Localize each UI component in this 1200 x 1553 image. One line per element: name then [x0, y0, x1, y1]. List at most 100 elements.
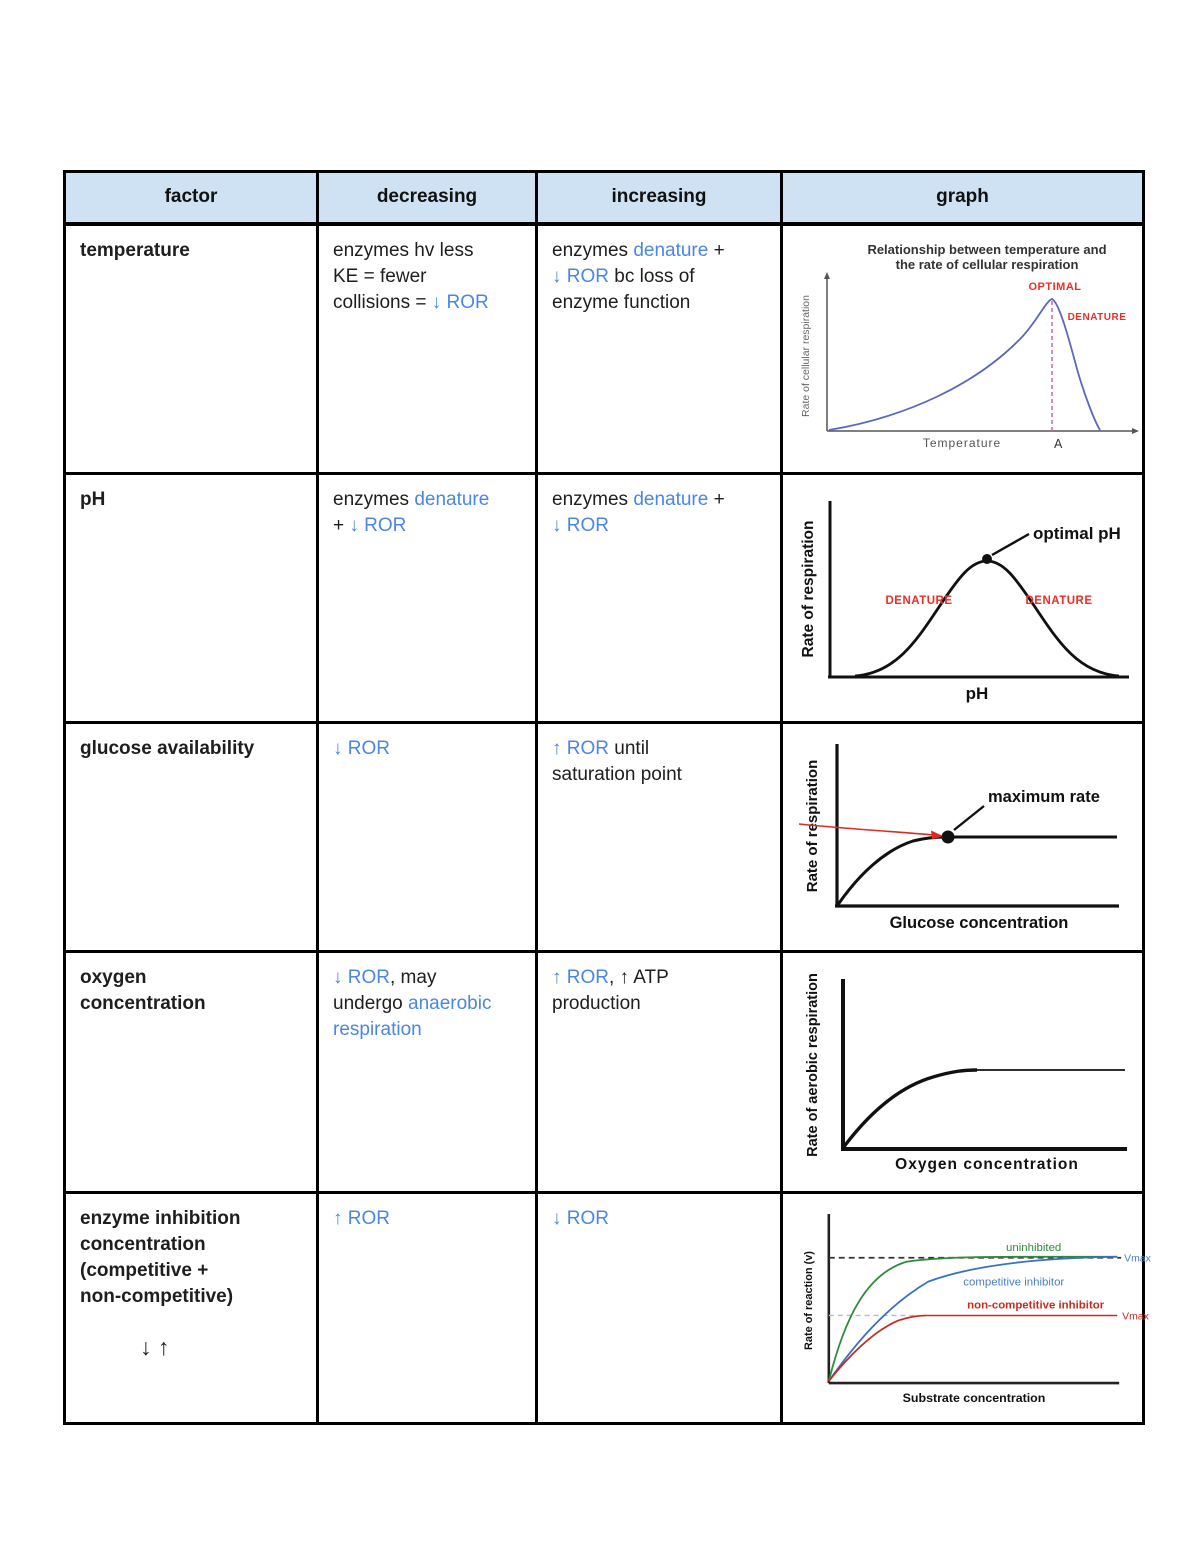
arrows-note: ↓ ↑: [140, 1334, 170, 1360]
optimal-ph-label: optimal pH: [1033, 524, 1121, 543]
text-segment: , ↑ ATP production: [552, 966, 669, 1014]
x-marker-a: A: [1054, 437, 1063, 451]
factors-table: factor decreasing increasing graph tempe…: [63, 170, 1151, 1425]
header-row: factor decreasing increasing graph: [63, 170, 1145, 226]
factor-oxygen: oxygen concentration: [63, 949, 319, 1194]
ph-graph-xlabel: pH: [966, 684, 989, 703]
inhibitor-graph-cell: Rate of reaction (v) uninhibited competi…: [780, 1190, 1151, 1425]
optimal-annotation: OPTIMAL: [1029, 281, 1082, 293]
text-segment: until saturation point: [552, 737, 682, 785]
temperature-graph-title-line1: Relationship between temperature and: [867, 242, 1106, 257]
temperature-graph-title-line2: the rate of cellular respiration: [896, 257, 1079, 272]
temperature-decreasing-text: enzymes hv less KE = fewer collisions = …: [316, 222, 538, 475]
vmax-bottom-label: Vmax: [1122, 1311, 1149, 1322]
red-arrow-head: [931, 830, 943, 839]
text-segment: +: [713, 488, 725, 510]
oxygen-increasing-text: ↑ ROR, ↑ ATP production: [535, 949, 783, 1194]
factor-enzyme-inhibition: enzyme inhibition concentration (competi…: [63, 1190, 319, 1425]
text-segment: enzymes: [333, 488, 415, 510]
table-row: enzyme inhibition concentration (competi…: [63, 1190, 1151, 1425]
oxygen-graph-cell: Rate of aerobic respiration Oxygen conce…: [780, 949, 1145, 1194]
table-row: temperature enzymes hv less KE = fewer c…: [63, 222, 1145, 475]
saturation-point: [941, 830, 955, 843]
glucose-graph: Rate of respiration maximum rate Glucose…: [798, 743, 1119, 932]
text-segment: ↓ ROR: [333, 966, 390, 988]
inhibitor-graph: Rate of reaction (v) uninhibited competi…: [803, 1213, 1151, 1404]
glucose-curve: [835, 835, 946, 907]
text-segment: ↑ ROR: [552, 966, 609, 988]
oxygen-graph-xlabel: Oxygen concentration: [895, 1156, 1079, 1173]
denature-right-annotation: DENATURE: [1025, 595, 1092, 607]
pointer-line: [991, 532, 1030, 556]
ph-graph-cell: Rate of respiration optimal pH DENATURE …: [780, 471, 1145, 724]
x-axis-arrow: [1132, 427, 1139, 434]
text-segment: bc loss of enzyme function: [552, 265, 695, 313]
temperature-curve: [828, 297, 1101, 431]
noncompetitive-label: non-competitive inhibitor: [967, 1299, 1105, 1311]
vmax-top-label: Vmax: [1124, 1253, 1151, 1264]
noncompetitive-curve: [828, 1314, 927, 1382]
temperature-graph-cell: Relationship between temperature and the…: [780, 222, 1145, 475]
oxygen-decreasing-text: ↓ ROR, may undergo anaerobic respiration: [316, 949, 538, 1194]
glucose-increasing-text: ↑ ROR until saturation point: [535, 720, 783, 953]
competitive-label: competitive inhibitor: [963, 1276, 1064, 1288]
text-segment: ↑ ROR: [333, 1207, 390, 1229]
factor-temperature: temperature: [63, 222, 319, 475]
text-segment: enzymes: [552, 239, 634, 261]
ph-increasing-text: enzymes denature + ↓ ROR: [535, 471, 783, 724]
y-axis-arrow: [824, 271, 830, 279]
text-segment: ↓ ROR: [333, 737, 390, 759]
factor-ph: pH: [63, 471, 319, 724]
header-graph: graph: [780, 170, 1145, 226]
enzyme-decreasing-text: ↑ ROR: [316, 1190, 538, 1425]
temperature-graph-xlabel: Temperature: [923, 436, 1001, 450]
text-segment: ↓ ROR: [552, 1207, 609, 1229]
text-segment: denature: [633, 239, 709, 261]
text-segment: anaerobic respiration: [333, 992, 492, 1040]
oxygen-graph-ylabel: Rate of aerobic respiration: [805, 973, 821, 1157]
uninhibited-curve: [827, 1255, 1118, 1381]
header-increasing: increasing: [535, 170, 783, 226]
temperature-increasing-text: enzymes denature + ↓ ROR bc loss of enzy…: [535, 222, 783, 475]
header-factor: factor: [63, 170, 319, 226]
glucose-decreasing-text: ↓ ROR: [316, 720, 538, 953]
inhibitor-graph-xlabel: Substrate concentration: [903, 1390, 1046, 1404]
denature-left-annotation: DENATURE: [885, 595, 952, 607]
table-row: glucose availability ↓ ROR ↑ ROR until s…: [63, 720, 1145, 953]
denature-annotation: DENATURE: [1068, 312, 1127, 323]
ph-decreasing-text: enzymes denature + ↓ ROR: [316, 471, 538, 724]
factor-glucose: glucose availability: [63, 720, 319, 953]
red-arrow-line: [798, 822, 934, 836]
temperature-graph-ylabel: Rate of cellular respiration: [800, 294, 812, 416]
ph-graph: Rate of respiration optimal pH DENATURE …: [800, 500, 1129, 703]
text-segment: enzymes: [552, 488, 634, 510]
oxygen-curve: [841, 1067, 978, 1149]
header-decreasing: decreasing: [316, 170, 538, 226]
optimal-point: [982, 553, 992, 564]
text-segment: +: [333, 514, 345, 536]
ph-graph-ylabel: Rate of respiration: [800, 520, 817, 657]
glucose-graph-cell: Rate of respiration maximum rate Glucose…: [780, 720, 1145, 953]
table-row: pH enzymes denature + ↓ ROR enzymes dena…: [63, 471, 1145, 724]
temperature-graph: Relationship between temperature and the…: [800, 242, 1139, 451]
ph-bell-curve: [854, 559, 1120, 677]
oxygen-graph: Rate of aerobic respiration Oxygen conce…: [805, 973, 1127, 1173]
text-segment: ↑ ROR: [552, 737, 609, 759]
text-segment: ↓ ROR: [552, 265, 609, 287]
text-segment: denature: [414, 488, 490, 510]
glucose-graph-xlabel: Glucose concentration: [890, 914, 1069, 932]
enzyme-increasing-text: ↓ ROR: [535, 1190, 783, 1425]
inhibitor-graph-ylabel: Rate of reaction (v): [803, 1250, 815, 1349]
text-segment: enzymes hv less KE = fewer collisions =: [333, 239, 474, 313]
text-segment: +: [713, 239, 725, 261]
text-segment: ↓ ROR: [349, 514, 407, 536]
text-segment: ↓ ROR: [552, 514, 609, 536]
maximum-rate-label: maximum rate: [988, 788, 1100, 806]
uninhibited-label: uninhibited: [1006, 1241, 1061, 1253]
text-segment: denature: [633, 488, 709, 510]
text-segment: , may undergo: [333, 966, 437, 1014]
text-segment: ↓ ROR: [431, 291, 489, 313]
competitive-curve: [828, 1255, 1118, 1382]
pointer-line: [953, 804, 985, 831]
